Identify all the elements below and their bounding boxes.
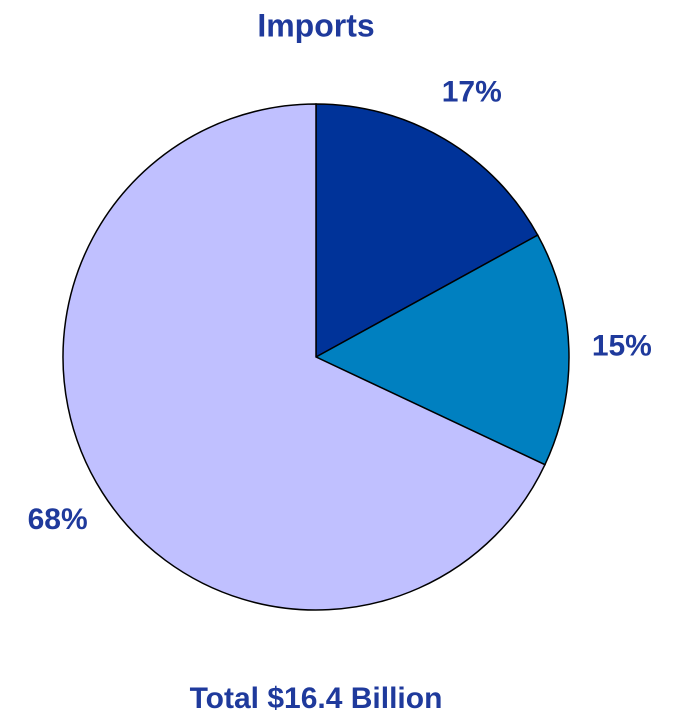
pie-slice (314, 234, 570, 466)
data-label: 15% (592, 329, 652, 362)
pie-slice (315, 103, 539, 359)
chart-footer: Total $16.4 Billion (190, 682, 443, 715)
pie-slice (62, 103, 546, 611)
data-label: 17% (442, 76, 502, 109)
data-label: 68% (28, 503, 88, 536)
chart-title: Imports (257, 7, 374, 43)
